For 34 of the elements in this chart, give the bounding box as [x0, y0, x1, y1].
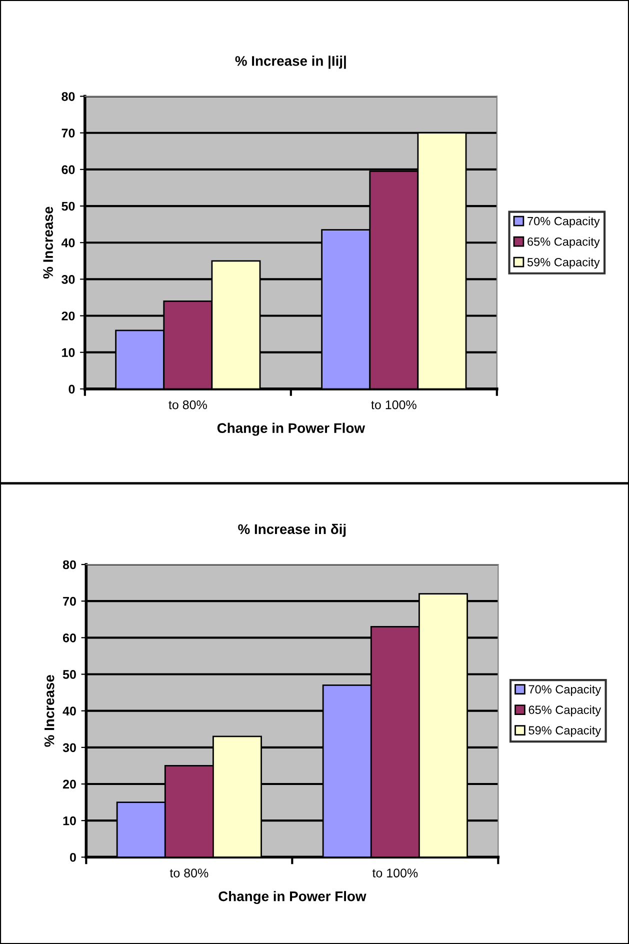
y-tick-label: 80 [62, 560, 76, 570]
y-tick-label: 30 [62, 274, 75, 284]
x-axis-title: Change in Power Flow [217, 422, 366, 436]
y-tick-label: 50 [62, 670, 76, 679]
chart-title: % Increase in |Iij| [235, 56, 346, 69]
legend-label: 59% Capacity [527, 258, 600, 269]
y-tick-label: 0 [70, 852, 76, 862]
y-tick-label: 40 [61, 238, 75, 248]
x-axis-title: Change in Power Flow [218, 891, 366, 904]
y-tick-label: 30 [62, 743, 76, 752]
y-tick-label: 70 [62, 128, 75, 138]
y-axis-title: % Increase [43, 206, 53, 279]
y-tick-label: 0 [68, 384, 75, 394]
y-tick-label: 60 [63, 633, 76, 642]
legend-label: 65% Capacity [528, 705, 602, 716]
y-axis-title: % Increase [44, 675, 54, 747]
y-tick-label: 60 [62, 165, 75, 174]
x-tick-label: to 80% [168, 400, 207, 410]
y-tick-label: 40 [62, 706, 76, 716]
x-tick-label: to 80% [170, 868, 208, 878]
y-tick-label: 50 [62, 202, 75, 211]
chart-title: % Increase in δij [238, 524, 346, 537]
y-tick-label: 10 [63, 816, 76, 826]
legend-label: 70% Capacity [528, 216, 600, 228]
y-tick-label: 20 [62, 312, 75, 320]
x-tick-label: to 100% [371, 400, 416, 410]
legend-label: 65% Capacity [528, 237, 600, 248]
x-tick-label: to 100% [372, 868, 418, 878]
y-tick-label: 10 [62, 348, 75, 357]
y-tick-label: 20 [62, 780, 76, 789]
legend-label: 70% Capacity [528, 684, 602, 696]
y-tick-label: 70 [63, 596, 76, 606]
y-tick-label: 80 [62, 92, 75, 101]
legend-label: 59% Capacity [528, 726, 602, 737]
